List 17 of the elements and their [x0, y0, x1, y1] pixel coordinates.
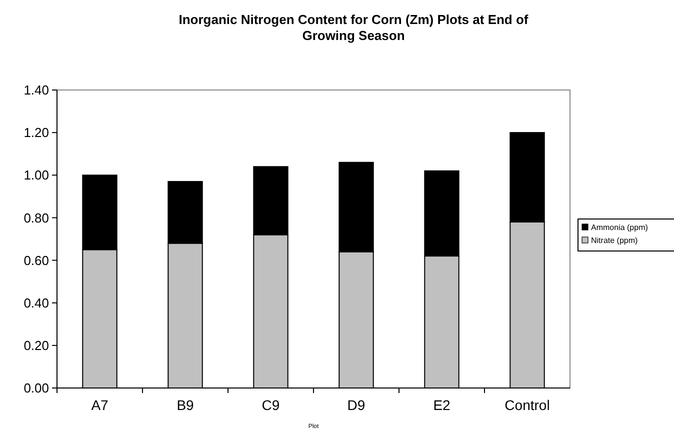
- y-tick-label: 0.40: [24, 295, 49, 310]
- y-tick-label: 0.20: [24, 338, 49, 353]
- chart-title: Inorganic Nitrogen Content for Corn (Zm) Plots at End of Growing Season: [178, 12, 529, 43]
- y-tick-label: 0.80: [24, 210, 49, 226]
- y-tick-label: 0.00: [24, 380, 49, 396]
- legend-label: Ammonia (ppm): [591, 223, 648, 232]
- x-tick-label: E2: [433, 397, 451, 413]
- x-tick-label: Control: [504, 397, 550, 413]
- y-tick-label: 1.00: [24, 168, 49, 183]
- legend-label: Nitrate (ppm): [591, 236, 638, 245]
- x-tick-label: C9: [262, 397, 280, 413]
- x-tick-label: A7: [91, 397, 109, 413]
- y-tick-label: 1.20: [24, 125, 49, 140]
- y-tick-label: 0.60: [24, 252, 49, 268]
- x-tick-label: B9: [176, 397, 194, 413]
- x-tick-label: D9: [347, 397, 366, 413]
- y-tick-label: 1.40: [24, 82, 49, 98]
